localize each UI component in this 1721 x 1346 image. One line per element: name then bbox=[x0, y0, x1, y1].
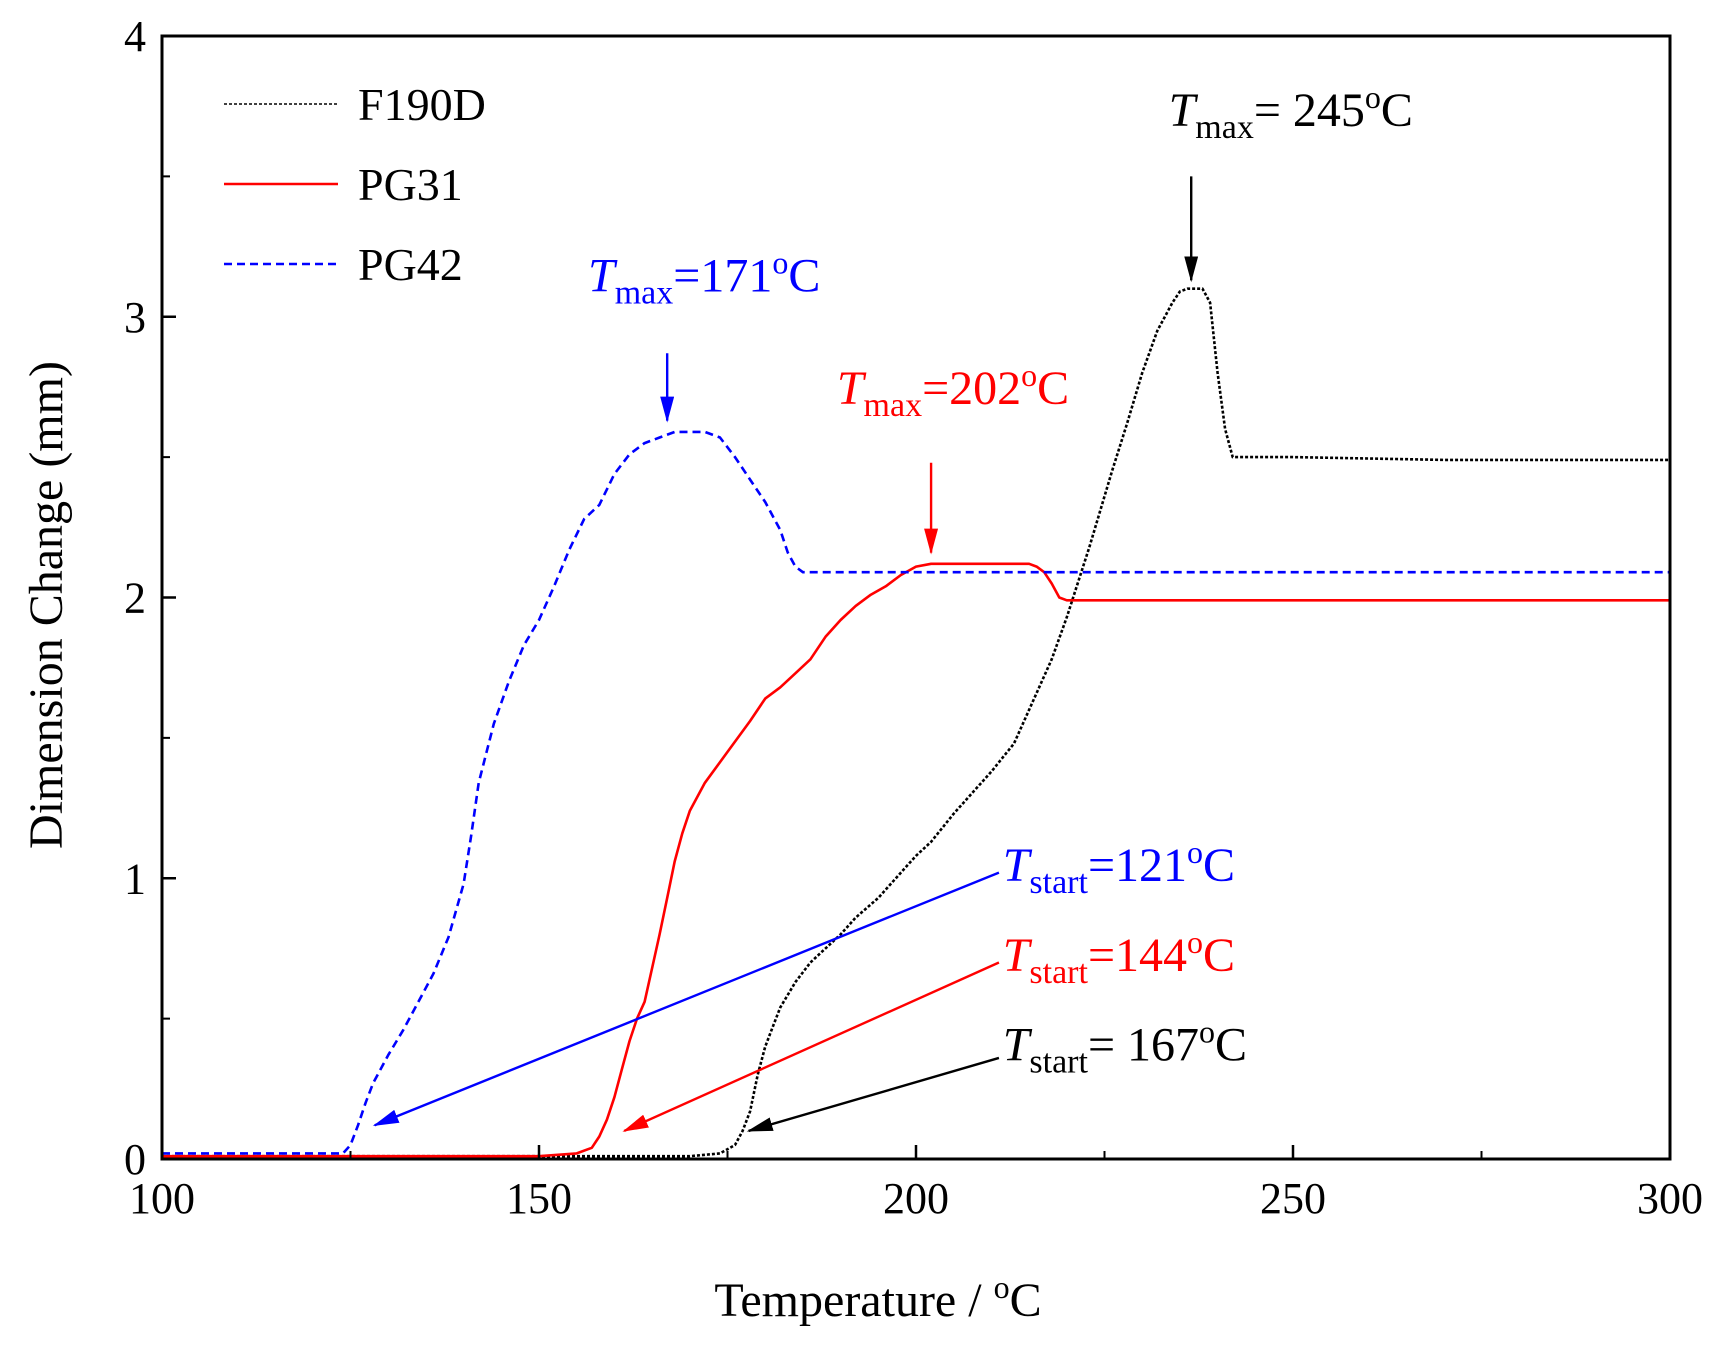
y-tick-label: 1 bbox=[124, 854, 146, 903]
annotation-symbol: T bbox=[588, 249, 618, 302]
y-axis-title: Dimension Change (mm) bbox=[20, 361, 73, 849]
annotation-subscript: start bbox=[1029, 1044, 1088, 1081]
legend-label-pg31: PG31 bbox=[358, 159, 463, 210]
annotation-f190d-start-label: Tstart= 167oC bbox=[1003, 1014, 1247, 1081]
annotation-subscript: max bbox=[1195, 109, 1254, 146]
legend: F190D PG31 PG42 bbox=[224, 79, 486, 290]
annotation-subscript: start bbox=[1029, 864, 1088, 901]
annotation-value: = 167 bbox=[1088, 1019, 1199, 1072]
annotation-degree: o bbox=[1187, 834, 1203, 870]
annotation-unit: C bbox=[1203, 929, 1235, 982]
annotation-f190d-max-label: Tmax= 245oC bbox=[1169, 79, 1413, 146]
annotation-degree: o bbox=[1187, 924, 1203, 960]
annotation-symbol: T bbox=[1003, 1019, 1033, 1072]
y-tick-label: 4 bbox=[124, 12, 146, 61]
annotation-unit: C bbox=[1203, 839, 1235, 892]
annotation-degree: o bbox=[1199, 1014, 1215, 1050]
annotation-subscript: start bbox=[1029, 954, 1088, 991]
y-tick-label: 3 bbox=[124, 293, 146, 342]
annotation-pg42-max-label: Tmax=171oC bbox=[588, 244, 820, 311]
annotation-value: = 245 bbox=[1254, 84, 1365, 137]
series-line-f190d bbox=[162, 287, 1670, 1158]
x-tick-label: 150 bbox=[506, 1174, 572, 1223]
annotation-f190d-start-arrow bbox=[746, 1056, 1000, 1133]
annotation-subscript: max bbox=[864, 387, 923, 424]
annotation-pg42-start-arrow bbox=[372, 871, 1000, 1127]
series-layer bbox=[162, 287, 1670, 1158]
annotation-unit: C bbox=[788, 249, 820, 302]
x-tick-label: 100 bbox=[129, 1174, 195, 1223]
annotation-degree: o bbox=[1365, 79, 1381, 115]
annotation-value: =144 bbox=[1088, 929, 1187, 982]
legend-label-f190d: F190D bbox=[358, 79, 486, 130]
annotation-symbol: T bbox=[1169, 84, 1199, 137]
annotation-unit: C bbox=[1215, 1019, 1247, 1072]
y-tick-label: 2 bbox=[124, 574, 146, 623]
annotation-pg31-start-arrow bbox=[622, 961, 1000, 1133]
x-axis-title: Temperature / oC bbox=[714, 1269, 1041, 1327]
x-tick-label: 300 bbox=[1637, 1174, 1703, 1223]
annotation-value: =121 bbox=[1088, 839, 1187, 892]
x-tick-label: 200 bbox=[883, 1174, 949, 1223]
annotation-symbol: T bbox=[1003, 929, 1033, 982]
annotation-layer: Tmax= 245oCTmax=171oCTmax=202oCTstart=12… bbox=[372, 79, 1413, 1133]
legend-label-pg42: PG42 bbox=[358, 239, 463, 290]
x-tick-label: 250 bbox=[1260, 1174, 1326, 1223]
axes: 100 150 200 250 300 0 1 2 3 4 bbox=[124, 12, 1703, 1223]
annotation-pg31-start-label: Tstart=144oC bbox=[1003, 924, 1235, 991]
annotation-unit: C bbox=[1381, 84, 1413, 137]
series-line-pg31 bbox=[162, 562, 1670, 1158]
annotation-pg42-start-label: Tstart=121oC bbox=[1003, 834, 1235, 901]
annotation-subscript: max bbox=[615, 274, 674, 311]
annotation-unit: C bbox=[1037, 362, 1069, 415]
series-line-pg42 bbox=[162, 430, 1670, 1155]
annotation-degree: o bbox=[772, 244, 788, 280]
annotation-symbol: T bbox=[1003, 839, 1033, 892]
annotation-pg31-max-label: Tmax=202oC bbox=[837, 357, 1069, 424]
y-tick-label: 0 bbox=[124, 1135, 146, 1184]
annotation-value: =171 bbox=[673, 249, 772, 302]
annotation-degree: o bbox=[1021, 357, 1037, 393]
annotation-symbol: T bbox=[837, 362, 867, 415]
annotation-value: =202 bbox=[922, 362, 1021, 415]
